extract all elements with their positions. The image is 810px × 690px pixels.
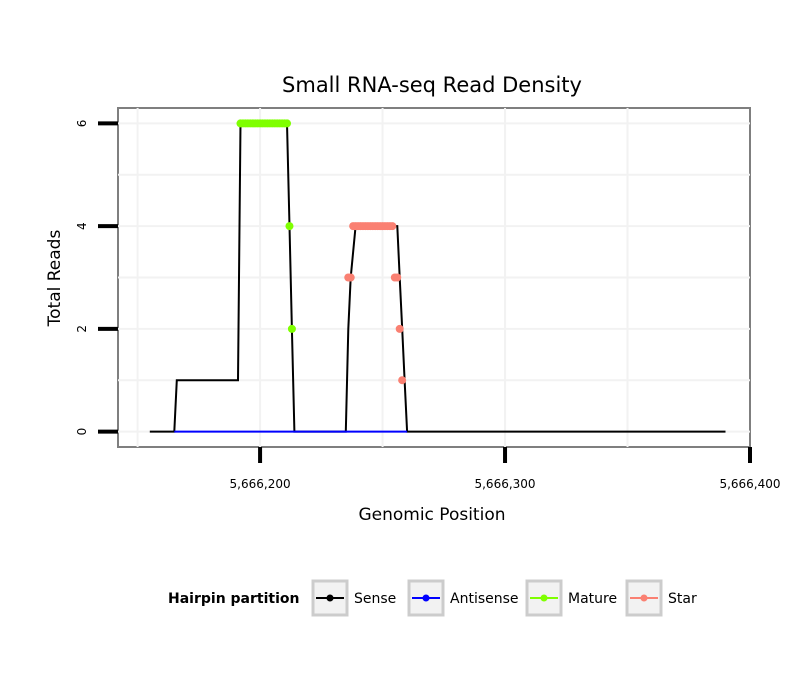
legend-key-point-antisense bbox=[422, 594, 430, 602]
x-tick-label: 5,666,400 bbox=[719, 477, 780, 491]
legend-key-point-mature bbox=[540, 594, 548, 602]
y-axis-title: Total Reads bbox=[45, 230, 65, 328]
data-point-star bbox=[393, 273, 402, 282]
data-point-mature bbox=[287, 324, 296, 333]
legend-entry-mature: Mature bbox=[525, 579, 617, 617]
legend-entry-antisense: Antisense bbox=[407, 579, 519, 617]
legend-label-star: Star bbox=[668, 591, 697, 607]
data-point-mature bbox=[283, 119, 292, 128]
y-tick-label: 2 bbox=[75, 325, 89, 333]
data-point-star bbox=[388, 222, 397, 231]
plot-area bbox=[117, 107, 751, 448]
y-tick-label: 6 bbox=[75, 120, 89, 128]
legend-entry-sense: Sense bbox=[311, 579, 396, 617]
legend-label-antisense: Antisense bbox=[450, 591, 519, 607]
legend-entry-star: Star bbox=[625, 579, 697, 617]
chart-title: Small RNA-seq Read Density bbox=[282, 73, 582, 97]
data-point-star bbox=[346, 273, 355, 282]
y-tick-label: 0 bbox=[75, 428, 89, 436]
data-point-star bbox=[398, 376, 407, 385]
axes: 5,666,200 5,666,300 5,666,400 0 2 4 6 bbox=[75, 120, 781, 491]
legend-key-point-star bbox=[640, 594, 648, 602]
x-axis-title: Genomic Position bbox=[358, 505, 505, 525]
legend-label-mature: Mature bbox=[568, 591, 617, 607]
data-point-star bbox=[395, 324, 404, 333]
data-point-mature bbox=[285, 222, 294, 231]
legend: Hairpin partition Sense Antisense Mature St… bbox=[168, 579, 697, 617]
x-tick-label: 5,666,200 bbox=[230, 477, 291, 491]
legend-title: Hairpin partition bbox=[168, 591, 299, 607]
x-tick-label: 5,666,300 bbox=[474, 477, 535, 491]
y-tick-label: 4 bbox=[75, 222, 89, 230]
legend-label-sense: Sense bbox=[354, 591, 396, 607]
legend-key-point-sense bbox=[326, 594, 334, 602]
